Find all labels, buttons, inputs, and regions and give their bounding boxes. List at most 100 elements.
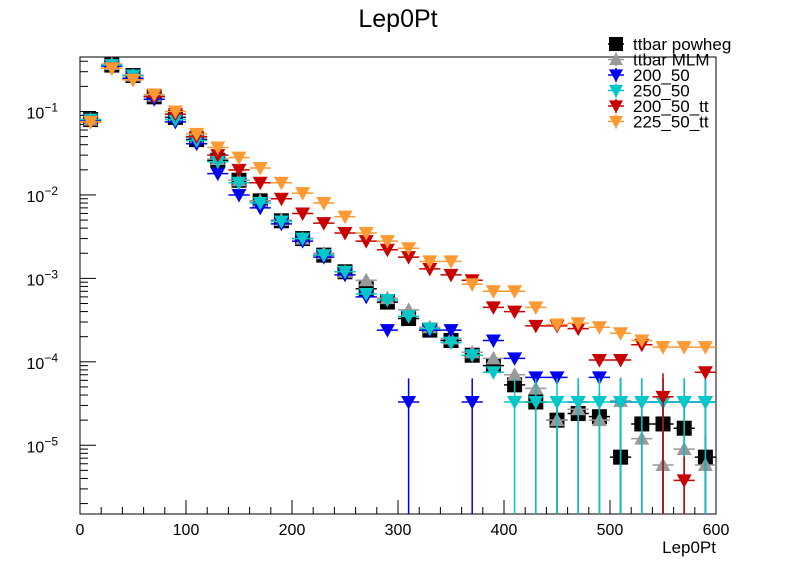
legend-marker [609,115,623,129]
data-point [358,235,374,249]
data-point [231,151,247,166]
x-tick-label: 0 [76,522,85,539]
data-point [358,226,374,241]
data-point [146,88,162,102]
data-point [379,243,395,258]
legend-marker [609,37,623,51]
series-layer [80,56,716,514]
data-point [379,294,395,308]
data-point [549,371,565,385]
data-point [507,352,523,366]
data-point [697,366,713,380]
data-point [252,176,268,191]
data-point [591,395,607,410]
data-point [295,232,311,247]
y-axis: 10−1 10−2 10−3 10−4 10−5 [27,60,96,505]
legend-marker [609,100,623,113]
data-point [443,324,459,338]
data-point [676,474,692,488]
data-point [125,73,141,88]
data-point [422,262,438,277]
data-point [273,192,289,207]
x-axis: 0 100 200 300 400 500 600 [76,500,730,539]
x-axis-label: Lep0Pt [662,538,716,557]
data-point [295,187,311,201]
data-point [443,336,459,351]
data-point [189,127,205,142]
data-point [613,327,629,341]
data-point [697,395,713,410]
y-tick-label: 10−5 [27,434,59,456]
data-point [252,162,268,176]
data-point [528,371,544,385]
legend-label: ttbar powheg [633,35,731,54]
y-tick-label: 10−2 [27,184,59,206]
data-point [210,149,226,163]
data-point [231,163,247,178]
x-tick-label: 300 [385,522,412,539]
data-point [210,141,226,156]
data-point [104,62,120,76]
y-tick-label: 10−1 [27,101,59,123]
data-point [316,197,332,211]
data-point [464,349,480,363]
data-point [379,324,395,338]
data-point [655,390,671,405]
data-point [507,305,523,320]
data-point [273,176,289,191]
data-point [634,395,650,410]
data-point [464,278,480,292]
legend-marker [609,69,623,82]
x-tick-label: 100 [173,522,200,539]
data-point [316,217,332,231]
x-tick-label: 500 [597,522,624,539]
data-point [549,395,565,410]
data-point [379,235,395,249]
data-point [697,341,713,355]
data-point [358,287,374,302]
data-point [231,188,247,203]
legend-marker [609,84,623,98]
data-point [252,197,268,211]
data-point [316,249,332,263]
data-point [401,395,417,410]
x-tick-label: 400 [491,522,518,539]
data-point [167,105,183,120]
data-point [676,395,692,410]
data-point [337,210,353,225]
data-point [83,115,99,130]
data-point [485,366,501,380]
data-point [485,285,501,299]
data-point [464,395,480,410]
data-point [528,395,544,410]
legend-label: 250_50 [633,82,690,101]
data-point [401,310,417,324]
data-point [507,395,523,410]
data-point [570,317,586,331]
data-point [295,207,311,221]
data-point [337,265,353,280]
data-point [443,268,459,283]
data-point [676,341,692,355]
x-tick-label: 200 [279,522,306,539]
data-point [401,251,417,265]
data-point [591,371,607,385]
data-point [570,395,586,410]
data-point [401,242,417,256]
data-point [337,226,353,241]
x-tick-label: 600 [703,522,730,539]
data-point [422,255,438,269]
data-point [613,354,629,368]
data-point [485,334,501,349]
series-225_50_tt [80,62,716,355]
data-point [443,255,459,269]
data-point [485,301,501,315]
legend-label: ttbar MLM [633,51,710,70]
data-point [613,395,629,410]
legend-label: 225_50_tt [633,113,709,132]
y-tick-label: 10−3 [27,267,59,289]
data-point [507,285,523,299]
data-point [422,322,438,337]
